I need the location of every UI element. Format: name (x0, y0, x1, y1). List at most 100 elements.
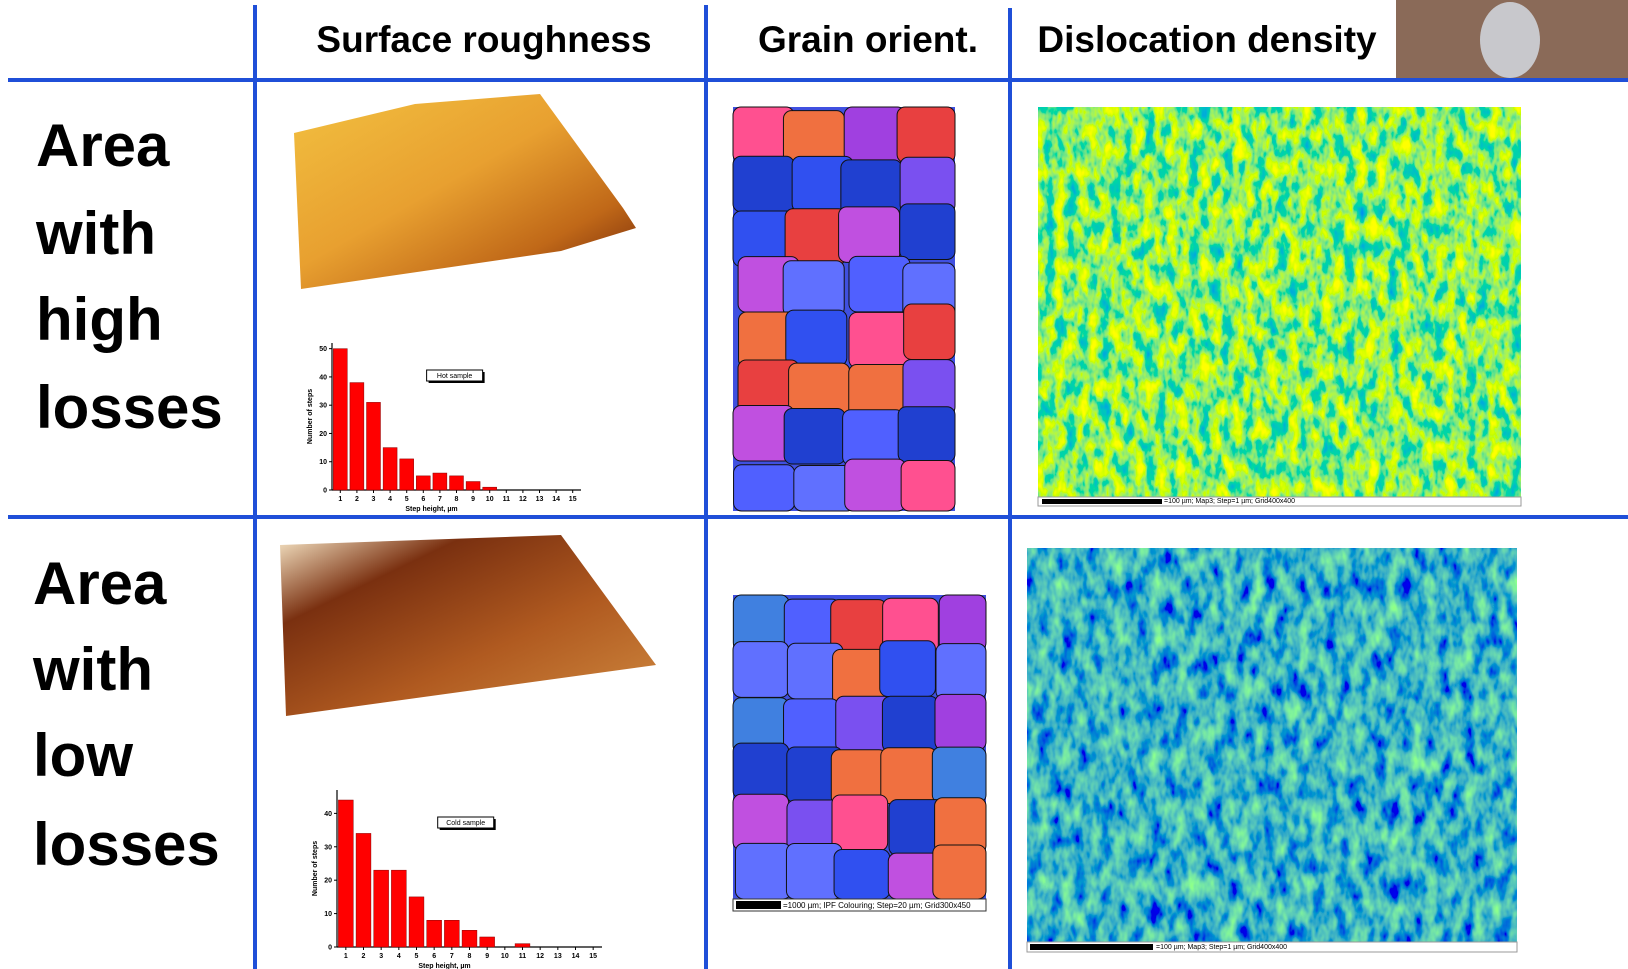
bar (427, 920, 442, 947)
x-tick-label: 8 (468, 953, 472, 960)
grain-map (733, 595, 986, 899)
grain (784, 408, 845, 464)
y-tick-label: 0 (323, 488, 327, 495)
y-tick-label: 50 (319, 346, 327, 353)
grain (845, 459, 906, 511)
x-tick-label: 14 (552, 496, 560, 503)
bar (400, 459, 414, 490)
bar (409, 897, 424, 947)
slide: Surface roughness Grain orient. Dislocat… (0, 0, 1628, 969)
x-tick-label: 6 (432, 953, 436, 960)
bar (338, 800, 353, 947)
scale-bar (1042, 499, 1162, 504)
y-axis-label: Number of steps (307, 389, 314, 444)
bar (462, 930, 477, 947)
row-label: Area (33, 550, 167, 617)
grain (786, 310, 847, 366)
y-axis-label: Number of steps (312, 841, 319, 896)
x-tick-label: 8 (455, 496, 459, 503)
bar (350, 383, 364, 490)
bar (391, 870, 406, 947)
dislocation-map (1038, 107, 1521, 497)
y-tick-label: 40 (319, 374, 327, 381)
y-tick-label: 40 (324, 811, 332, 818)
grain-map (733, 107, 955, 511)
grain (733, 743, 789, 799)
legend-label: Cold sample (446, 820, 485, 827)
y-tick-label: 10 (319, 459, 327, 466)
x-tick-label: 4 (397, 953, 401, 960)
row-label: high (36, 286, 163, 353)
grain (901, 461, 955, 511)
grain (935, 694, 986, 750)
photo-object (1480, 2, 1540, 78)
grain (783, 261, 844, 317)
x-tick-label: 3 (372, 496, 376, 503)
row-label: with (35, 200, 156, 267)
bar (333, 349, 347, 490)
bar (433, 473, 447, 490)
grain (882, 696, 938, 752)
surface-map (280, 535, 656, 716)
x-axis-label: Step height, µm (418, 963, 470, 969)
x-tick-label: 11 (503, 496, 511, 503)
scale-text: =100 µm; Map3; Step=1 µm; Grid400x400 (1156, 944, 1287, 951)
x-tick-label: 3 (379, 953, 383, 960)
column-header: Grain orient. (758, 19, 978, 60)
grain (834, 849, 890, 899)
grain (832, 795, 888, 851)
grain (735, 843, 791, 899)
x-tick-label: 10 (501, 953, 509, 960)
bar (444, 920, 459, 947)
grain (880, 641, 936, 697)
bar (383, 448, 397, 490)
grain (843, 410, 904, 466)
grain (897, 107, 955, 163)
x-tick-label: 6 (421, 496, 425, 503)
column-header: Surface roughness (316, 19, 651, 60)
scale-text: =1000 µm; IPF Colouring; Step=20 µm; Gri… (783, 901, 971, 910)
grain (936, 644, 986, 700)
x-tick-label: 15 (589, 953, 597, 960)
x-tick-label: 2 (355, 496, 359, 503)
x-tick-label: 5 (415, 953, 419, 960)
bar (483, 487, 497, 490)
grain (849, 256, 910, 312)
row-label: losses (36, 374, 223, 441)
row-label: losses (33, 811, 220, 878)
surface-map (294, 94, 636, 289)
x-tick-label: 15 (569, 496, 577, 503)
y-tick-label: 20 (324, 878, 332, 885)
grain (849, 312, 910, 368)
x-tick-label: 2 (362, 953, 366, 960)
y-tick-label: 20 (319, 431, 327, 438)
x-tick-label: 11 (519, 953, 527, 960)
grain (844, 107, 905, 163)
bar (356, 833, 371, 947)
y-tick-label: 0 (328, 945, 332, 952)
x-tick-label: 9 (485, 953, 489, 960)
x-tick-label: 14 (572, 953, 580, 960)
bar (515, 944, 530, 947)
grain (939, 595, 986, 651)
x-tick-label: 13 (554, 953, 562, 960)
grain (881, 748, 937, 804)
scale-bar (736, 901, 781, 909)
x-tick-label: 9 (471, 496, 475, 503)
y-tick-label: 30 (324, 844, 332, 851)
x-axis-label: Step height, µm (405, 506, 457, 513)
bar (374, 870, 389, 947)
column-header: Dislocation density (1037, 19, 1377, 60)
dislocation-map (1027, 548, 1517, 942)
row-label: Area (36, 112, 170, 179)
bar (416, 476, 430, 490)
row-label: low (33, 722, 133, 789)
bar (450, 476, 464, 490)
y-tick-label: 10 (324, 911, 332, 918)
x-tick-label: 12 (536, 953, 544, 960)
grain (839, 207, 900, 263)
grain (904, 304, 955, 360)
bar (480, 937, 495, 947)
x-tick-label: 1 (344, 953, 348, 960)
scale-text: =100 µm; Map3; Step=1 µm; Grid400x400 (1164, 498, 1295, 505)
